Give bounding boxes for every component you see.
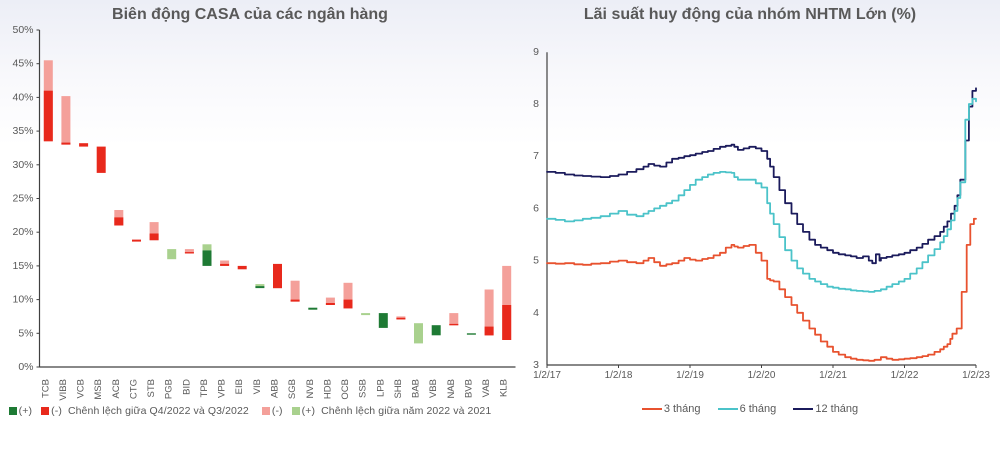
- svg-text:SHB: SHB: [393, 379, 404, 399]
- svg-text:1/2/18: 1/2/18: [605, 370, 633, 381]
- svg-text:1/2/21: 1/2/21: [819, 370, 847, 381]
- svg-text:7: 7: [533, 150, 539, 162]
- svg-text:40%: 40%: [12, 91, 33, 103]
- svg-text:TCB: TCB: [40, 379, 51, 398]
- svg-text:VCB: VCB: [76, 379, 87, 399]
- svg-text:1/2/17: 1/2/17: [533, 370, 561, 381]
- svg-text:MSB: MSB: [93, 379, 104, 400]
- svg-text:25%: 25%: [12, 193, 33, 205]
- svg-text:20%: 20%: [12, 226, 33, 238]
- svg-text:CTG: CTG: [129, 379, 140, 399]
- svg-text:BAB: BAB: [411, 379, 422, 398]
- svg-text:LPB: LPB: [375, 379, 386, 397]
- svg-text:35%: 35%: [12, 125, 33, 137]
- svg-text:8: 8: [533, 98, 539, 110]
- svg-text:VIBB: VIBB: [58, 379, 69, 401]
- svg-text:0%: 0%: [18, 361, 33, 373]
- svg-text:5%: 5%: [18, 327, 33, 339]
- svg-text:TPB: TPB: [199, 379, 210, 397]
- svg-text:BVB: BVB: [463, 379, 474, 398]
- svg-text:45%: 45%: [12, 58, 33, 70]
- svg-text:STB: STB: [146, 379, 157, 397]
- svg-text:9: 9: [533, 46, 539, 58]
- svg-text:VAB: VAB: [481, 379, 492, 397]
- svg-text:EIB: EIB: [234, 379, 245, 394]
- svg-text:1/2/23: 1/2/23: [962, 370, 990, 381]
- svg-text:VIB: VIB: [252, 379, 263, 394]
- svg-text:30%: 30%: [12, 159, 33, 171]
- svg-text:4: 4: [533, 307, 539, 319]
- svg-text:6: 6: [533, 202, 539, 214]
- svg-text:OCB: OCB: [340, 379, 351, 400]
- svg-text:NVB: NVB: [305, 379, 316, 399]
- svg-text:ABB: ABB: [270, 379, 281, 398]
- svg-text:BID: BID: [181, 379, 192, 395]
- svg-text:VBB: VBB: [428, 379, 439, 398]
- svg-text:SGB: SGB: [287, 379, 298, 399]
- svg-text:1/2/22: 1/2/22: [891, 370, 919, 381]
- svg-text:ACB: ACB: [111, 379, 122, 399]
- svg-text:1/2/19: 1/2/19: [676, 370, 704, 381]
- svg-text:HDB: HDB: [322, 379, 333, 399]
- svg-text:1/2/20: 1/2/20: [748, 370, 776, 381]
- svg-text:5: 5: [533, 255, 539, 267]
- svg-text:50%: 50%: [12, 24, 33, 36]
- svg-text:VPB: VPB: [217, 379, 228, 398]
- svg-text:PGB: PGB: [164, 379, 175, 399]
- svg-text:SSB: SSB: [358, 379, 369, 398]
- svg-text:NAB: NAB: [446, 379, 457, 399]
- svg-text:15%: 15%: [12, 260, 33, 272]
- svg-text:10%: 10%: [12, 294, 33, 306]
